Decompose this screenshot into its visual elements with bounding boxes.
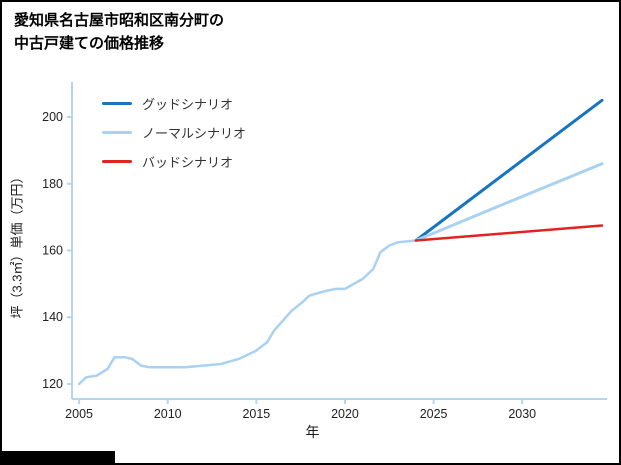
y-tick-label: 200 bbox=[42, 110, 63, 124]
legend-label-normal: ノーマルシナリオ bbox=[142, 126, 247, 141]
x-axis-label: 年 bbox=[305, 424, 320, 440]
legend-label-bad: バッドシナリオ bbox=[142, 155, 234, 170]
y-tick-label: 180 bbox=[42, 177, 63, 191]
chart-legend: グッドシナリオ ノーマルシナリオ バッドシナリオ bbox=[102, 94, 246, 171]
x-tick-label: 2025 bbox=[420, 407, 448, 421]
legend-item-bad: バッドシナリオ bbox=[102, 152, 246, 171]
x-tick-label: 2030 bbox=[508, 407, 536, 421]
chart-title: 愛知県名古屋市昭和区南分町の 中古戸建ての価格推移 bbox=[14, 10, 224, 55]
legend-swatch-good bbox=[102, 102, 132, 105]
legend-item-normal: ノーマルシナリオ bbox=[102, 123, 246, 142]
x-tick-label: 2005 bbox=[65, 407, 93, 421]
y-tick-label: 140 bbox=[42, 310, 63, 324]
series-line bbox=[77, 239, 418, 386]
y-tick-label: 120 bbox=[42, 377, 63, 391]
series-line bbox=[414, 162, 604, 242]
chart-title-line2: 中古戸建ての価格推移 bbox=[14, 34, 165, 52]
y-axis-label: 坪（3.3㎡）単価（万円） bbox=[9, 170, 25, 319]
series-line bbox=[414, 224, 604, 242]
series-line bbox=[414, 98, 604, 242]
y-tick-label: 160 bbox=[42, 244, 63, 258]
chart-title-line1: 愛知県名古屋市昭和区南分町の bbox=[14, 12, 225, 29]
bottom-left-black-bar bbox=[2, 451, 115, 463]
x-tick-label: 2015 bbox=[242, 407, 270, 421]
x-tick-label: 2010 bbox=[154, 407, 182, 421]
legend-swatch-bad bbox=[102, 160, 132, 163]
legend-swatch-normal bbox=[102, 131, 132, 134]
x-tick-label: 2020 bbox=[331, 407, 359, 421]
legend-label-good: グッドシナリオ bbox=[142, 97, 234, 112]
legend-item-good: グッドシナリオ bbox=[102, 94, 246, 113]
